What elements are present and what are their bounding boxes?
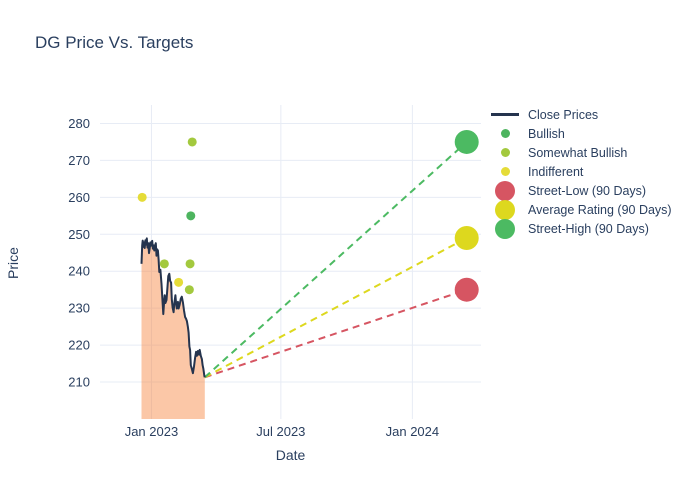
street-low-90-days-projection-line (204, 288, 468, 379)
y-tick-label: 240 (68, 264, 90, 279)
bullish-point (186, 211, 196, 221)
y-tick-label: 280 (68, 116, 90, 131)
close-price-line (140, 237, 206, 378)
somewhat-bullish-point (187, 137, 197, 147)
x-tick-label: Jan 2023 (125, 424, 179, 439)
y-tick-label: 220 (68, 338, 90, 353)
legend-marker (495, 180, 515, 201)
average-rating-90-days-marker (454, 225, 479, 250)
y-tick-label: 260 (68, 190, 90, 205)
legend-marker (495, 199, 515, 220)
somewhat-bullish-point (184, 285, 194, 295)
legend-item-average-rating-90-days[interactable]: Average Rating (90 Days) (490, 199, 672, 220)
dot-swatch-icon (490, 129, 520, 138)
legend-label: Average Rating (90 Days) (528, 202, 672, 217)
legend-label: Bullish (528, 126, 565, 141)
legend-item-street-low-90-days[interactable]: Street-Low (90 Days) (490, 180, 672, 201)
legend-marker (495, 218, 515, 239)
legend-item-close-prices[interactable]: Close Prices (490, 105, 672, 124)
legend: Close Prices Bullish Somewhat Bullish Indif… (490, 105, 672, 239)
legend-label: Indifferent (528, 164, 584, 179)
somewhat-bullish-point (185, 259, 195, 269)
street-high-90-days-marker (454, 129, 479, 154)
legend-label: Street-Low (90 Days) (528, 183, 647, 198)
x-axis-title: Date (275, 447, 306, 463)
legend-item-somewhat-bullish[interactable]: Somewhat Bullish (490, 143, 672, 162)
legend-item-indifferent[interactable]: Indifferent (490, 162, 672, 181)
chart-title: DG Price Vs. Targets (35, 33, 194, 52)
y-tick-label: 210 (68, 375, 90, 390)
y-tick-label: 270 (68, 153, 90, 168)
legend-marker (500, 167, 510, 176)
street-high-90-days-projection-line (204, 141, 468, 379)
average-rating-90-days-projection-line (204, 237, 468, 379)
legend-item-street-high-90-days[interactable]: Street-High (90 Days) (490, 218, 672, 239)
legend-marker (500, 129, 510, 138)
dot-swatch-icon (490, 180, 520, 201)
line-swatch-icon (490, 113, 520, 116)
x-tick-label: Jan 2024 (386, 424, 440, 439)
legend-marker (500, 148, 510, 157)
indifferent-point (174, 277, 184, 287)
y-tick-label: 230 (68, 301, 90, 316)
street-low-90-days-marker (454, 277, 479, 302)
y-tick-label: 250 (68, 227, 90, 242)
dot-swatch-icon (490, 199, 520, 220)
indifferent-point (137, 192, 147, 202)
x-tick-label: Jul 2023 (256, 424, 305, 439)
legend-item-bullish[interactable]: Bullish (490, 124, 672, 143)
dot-swatch-icon (490, 148, 520, 157)
legend-label: Close Prices (528, 107, 599, 122)
legend-label: Somewhat Bullish (528, 145, 628, 160)
dot-swatch-icon (490, 167, 520, 176)
close-price-area (141, 238, 205, 419)
legend-marker (491, 113, 519, 116)
legend-label: Street-High (90 Days) (528, 221, 649, 236)
dot-swatch-icon (490, 218, 520, 239)
somewhat-bullish-point (159, 259, 169, 269)
